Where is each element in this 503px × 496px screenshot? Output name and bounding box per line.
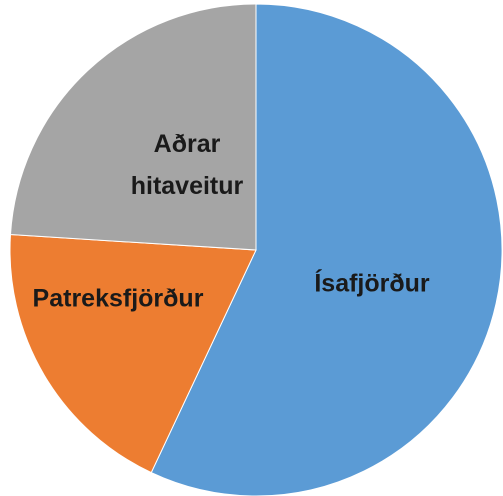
- slice-label: Patreksfjörður: [33, 285, 204, 313]
- pie-slice: [150, 3, 503, 496]
- pie-slice: [9, 3, 257, 251]
- pie-slice: [9, 234, 257, 474]
- slice-label: Ísafjörður: [314, 269, 430, 298]
- slice-label: Aðrar hitaveitur: [131, 130, 244, 200]
